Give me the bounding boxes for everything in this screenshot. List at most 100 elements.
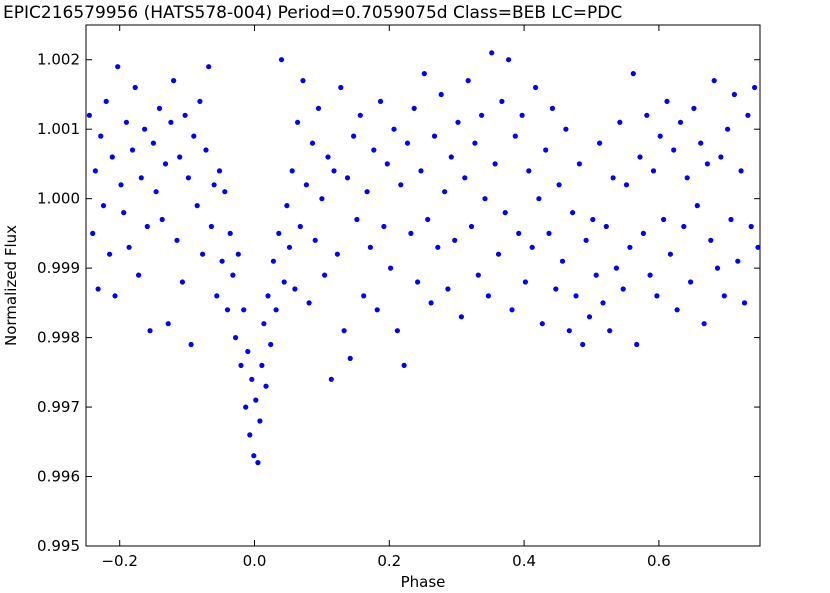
data-point (361, 293, 367, 299)
data-point (249, 376, 255, 382)
data-point (445, 286, 451, 292)
y-tick-label: 0.999 (37, 259, 80, 277)
data-point (714, 265, 721, 271)
y-axis: 0.995 0.996 0.997 0.998 0.999 1.000 1.001 1.002 (37, 51, 760, 555)
data-point (357, 112, 363, 118)
data-point (543, 147, 549, 153)
data-point (123, 119, 129, 125)
data-point (475, 272, 481, 278)
data-point (86, 112, 92, 118)
data-point (711, 78, 717, 84)
data-point (261, 321, 267, 327)
data-point (222, 189, 228, 195)
data-point (374, 307, 380, 313)
y-tick-label: 0.997 (37, 398, 80, 416)
data-point (238, 362, 244, 368)
data-point (292, 286, 298, 292)
data-point (485, 293, 491, 299)
plot-frame (85, 24, 761, 547)
data-point (741, 300, 748, 306)
data-point (284, 203, 290, 209)
data-point (100, 203, 107, 209)
data-point (634, 341, 640, 348)
data-point (522, 279, 529, 285)
data-point (452, 237, 458, 243)
data-point (603, 223, 609, 230)
data-point (206, 64, 212, 70)
data-point (159, 216, 165, 223)
data-point (637, 154, 643, 160)
data-point (573, 293, 579, 299)
data-point (197, 98, 203, 104)
data-point (126, 244, 132, 250)
data-point (684, 175, 690, 181)
y-tick-label: 0.998 (37, 329, 80, 347)
data-point (563, 126, 569, 132)
data-point (171, 78, 177, 84)
data-point (704, 161, 711, 167)
data-point (331, 168, 337, 174)
data-point (681, 223, 687, 230)
data-point (640, 230, 647, 236)
data-point (536, 196, 542, 202)
data-point (211, 182, 217, 188)
data-point (708, 237, 714, 243)
data-point (738, 168, 744, 174)
data-point (516, 230, 522, 236)
data-point (185, 175, 191, 181)
x-tick-label: −0.2 (101, 552, 137, 570)
data-point (341, 328, 347, 334)
y-tick-label: 1.001 (37, 120, 80, 138)
data-point (698, 140, 704, 146)
data-point (492, 161, 498, 167)
data-point (721, 293, 727, 299)
data-point (194, 203, 200, 209)
data-point (188, 341, 194, 348)
data-point (103, 98, 109, 104)
data-point (109, 154, 115, 160)
data-point (90, 230, 96, 236)
data-point (208, 223, 214, 230)
data-point (388, 265, 394, 271)
data-point (235, 251, 241, 257)
data-point (502, 210, 508, 216)
data-point (224, 307, 231, 313)
data-point (553, 286, 559, 292)
data-point (597, 140, 603, 146)
data-point (247, 432, 253, 438)
data-point (142, 126, 148, 132)
data-point (718, 154, 724, 160)
data-point (319, 196, 325, 202)
data-points (86, 50, 761, 466)
data-point (191, 133, 197, 139)
data-point (607, 328, 613, 334)
data-point (664, 98, 670, 104)
data-point (297, 223, 303, 230)
data-point (630, 71, 636, 77)
data-point (241, 307, 247, 313)
data-point (533, 84, 539, 91)
data-point (273, 307, 279, 313)
data-point (495, 251, 502, 257)
data-point (593, 272, 599, 278)
data-point (377, 98, 384, 104)
data-point (489, 50, 495, 56)
data-point (529, 244, 535, 250)
data-point (566, 328, 572, 334)
data-point (265, 293, 271, 299)
data-point (725, 126, 731, 132)
data-point (203, 147, 209, 153)
data-point (546, 230, 552, 236)
data-point (233, 335, 239, 341)
data-point (677, 119, 684, 125)
data-point (230, 272, 236, 278)
data-point (755, 244, 761, 250)
data-point (253, 397, 259, 403)
data-point (182, 112, 188, 118)
data-point (731, 91, 738, 98)
data-point (147, 328, 153, 334)
data-point (289, 168, 295, 174)
data-point (745, 112, 751, 118)
data-point (132, 84, 138, 91)
data-point (245, 348, 251, 355)
